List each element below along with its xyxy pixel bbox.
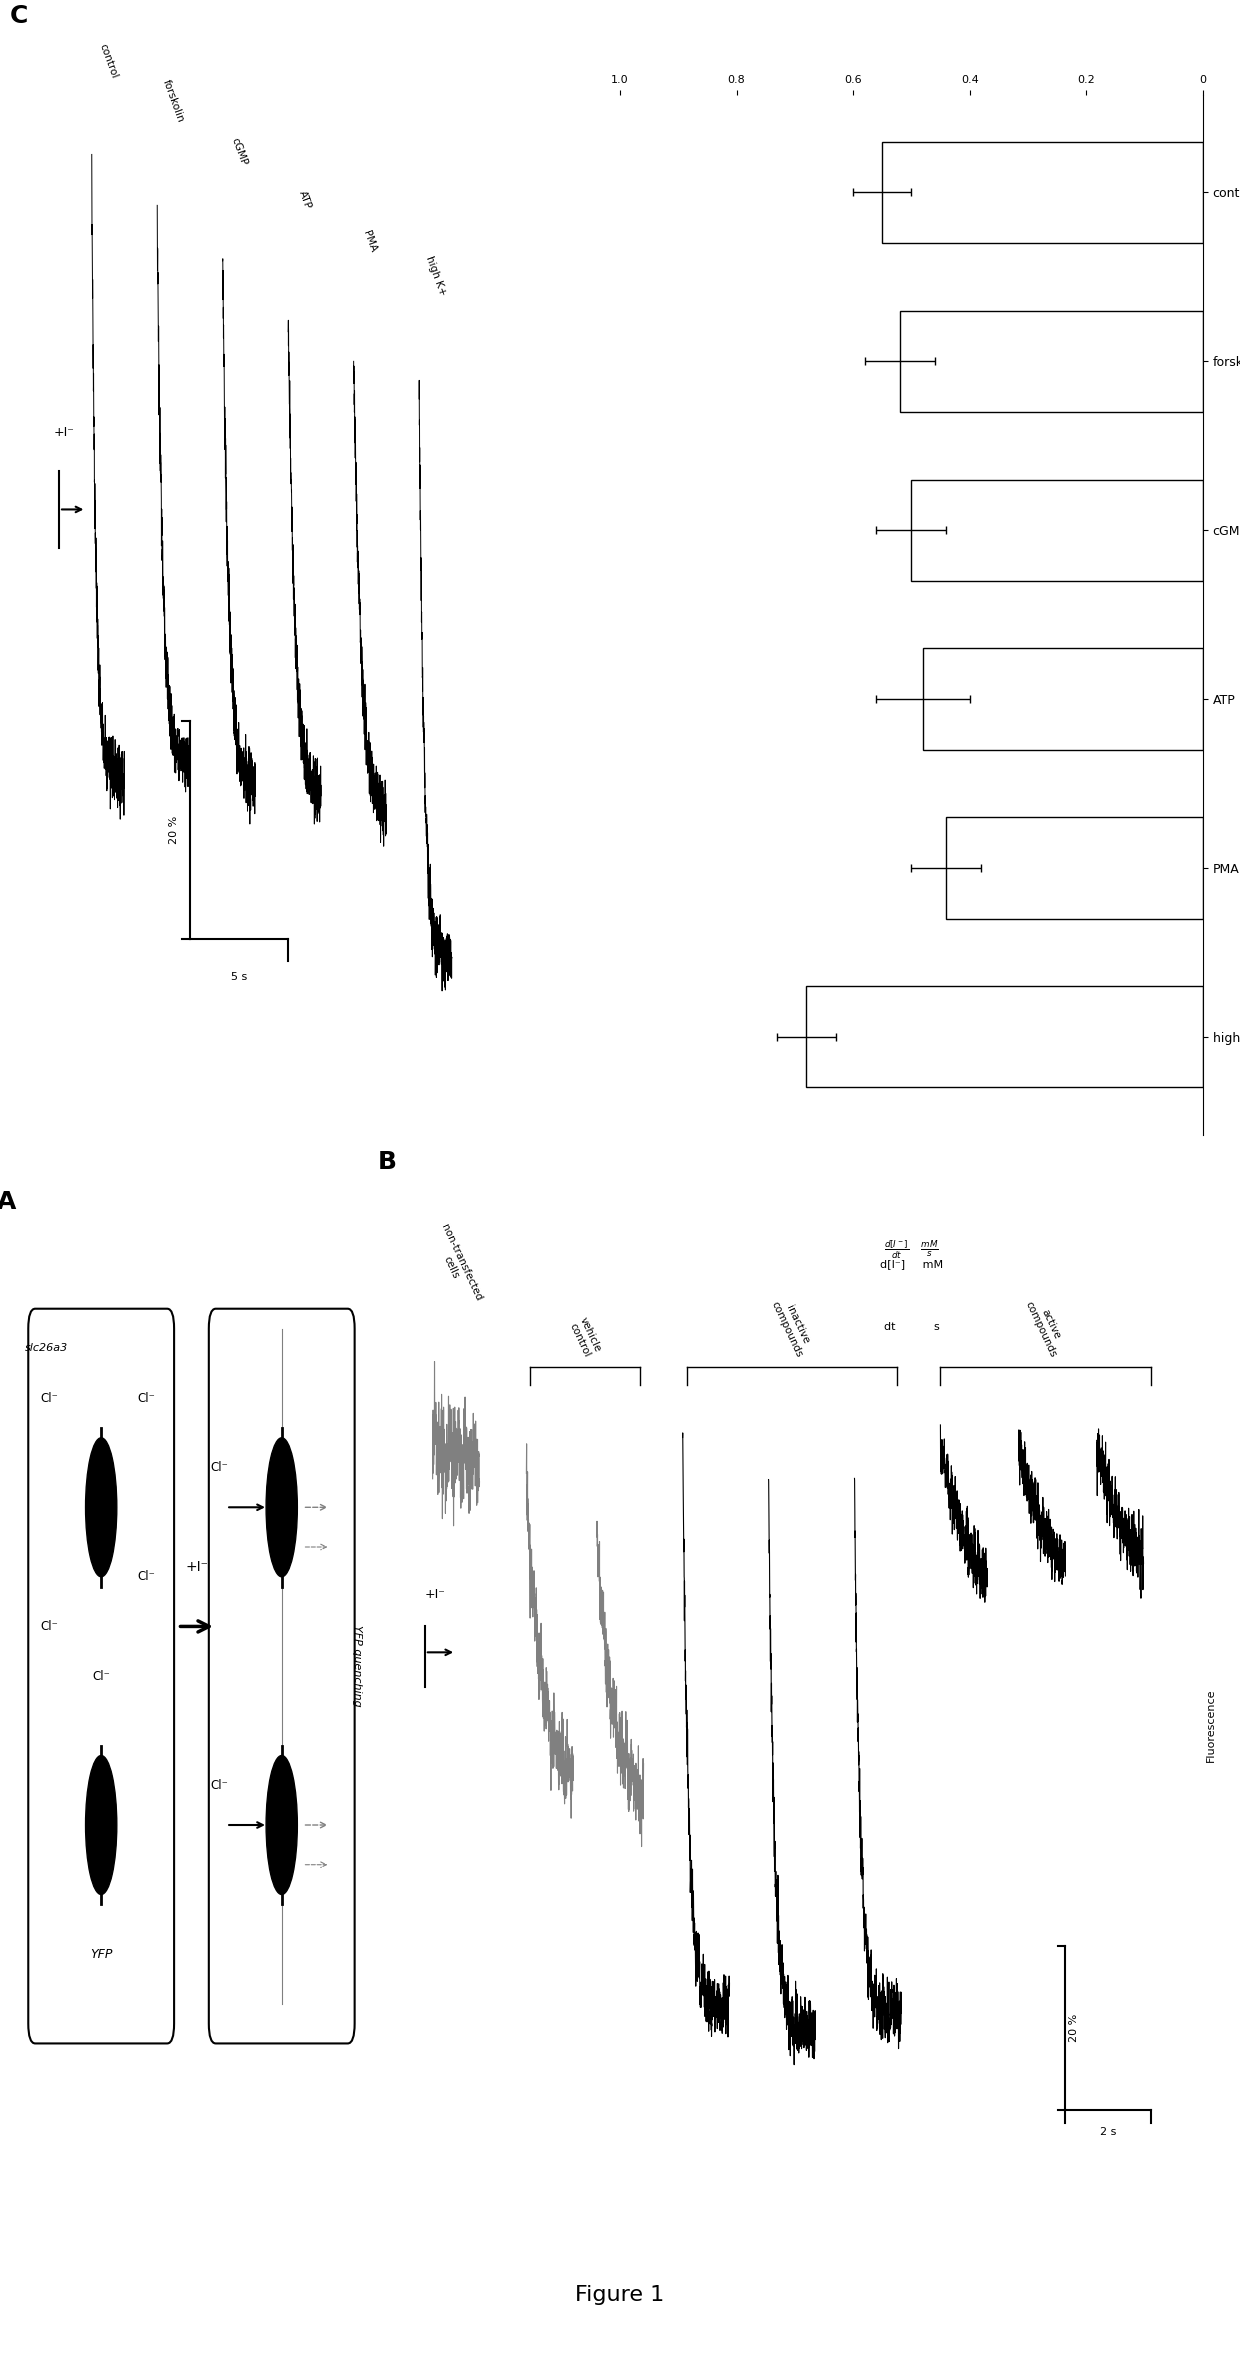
Text: PMA: PMA bbox=[362, 229, 378, 253]
FancyBboxPatch shape bbox=[29, 1310, 174, 2042]
Text: ATP: ATP bbox=[296, 189, 312, 210]
Text: d[I⁻]     mM: d[I⁻] mM bbox=[880, 1260, 942, 1269]
Text: inactive
compounds: inactive compounds bbox=[769, 1295, 815, 1359]
Bar bbox=[946, 818, 1203, 920]
Text: active
compounds: active compounds bbox=[1023, 1295, 1069, 1359]
Ellipse shape bbox=[86, 1437, 117, 1577]
Text: 20 %: 20 % bbox=[1069, 2014, 1079, 2042]
Text: +I⁻: +I⁻ bbox=[425, 1589, 445, 1600]
Bar bbox=[900, 310, 1203, 411]
Text: +I⁻: +I⁻ bbox=[55, 426, 74, 440]
Bar bbox=[883, 142, 1203, 243]
Text: Cl⁻: Cl⁻ bbox=[138, 1570, 155, 1584]
Text: C: C bbox=[10, 5, 29, 28]
Text: Cl⁻: Cl⁻ bbox=[92, 1669, 110, 1683]
Text: YFP quenching: YFP quenching bbox=[352, 1626, 362, 1707]
Text: Cl⁻: Cl⁻ bbox=[40, 1392, 58, 1404]
Text: 20 %: 20 % bbox=[169, 816, 179, 844]
Text: dt           s: dt s bbox=[884, 1321, 939, 1331]
Bar bbox=[923, 648, 1203, 749]
Text: 2 s: 2 s bbox=[1100, 2128, 1116, 2137]
Text: Figure 1: Figure 1 bbox=[575, 2286, 665, 2305]
Ellipse shape bbox=[267, 1756, 298, 1894]
Ellipse shape bbox=[86, 1756, 117, 1894]
Text: forskolin: forskolin bbox=[161, 78, 186, 123]
Text: $\frac{d[I^-]}{dt}$   $\frac{mM}{s}$: $\frac{d[I^-]}{dt}$ $\frac{mM}{s}$ bbox=[884, 1239, 939, 1262]
Text: 5 s: 5 s bbox=[231, 972, 247, 981]
FancyBboxPatch shape bbox=[208, 1310, 355, 2042]
Text: control: control bbox=[97, 43, 119, 80]
Bar bbox=[911, 480, 1203, 582]
Ellipse shape bbox=[267, 1437, 298, 1577]
Text: Cl⁻: Cl⁻ bbox=[211, 1778, 228, 1792]
Text: vehicle
control: vehicle control bbox=[568, 1317, 603, 1359]
Bar bbox=[806, 986, 1203, 1087]
Text: Fluorescence: Fluorescence bbox=[1207, 1688, 1216, 1764]
Text: A: A bbox=[0, 1189, 16, 1213]
Text: high K+: high K+ bbox=[424, 255, 448, 298]
Text: YFP: YFP bbox=[91, 1948, 113, 1960]
Text: +I⁻: +I⁻ bbox=[185, 1560, 208, 1574]
Text: cGMP: cGMP bbox=[229, 137, 249, 168]
Text: slc26a3: slc26a3 bbox=[25, 1343, 68, 1355]
Text: Cl⁻: Cl⁻ bbox=[40, 1619, 58, 1634]
Text: B: B bbox=[378, 1149, 397, 1175]
Text: Cl⁻: Cl⁻ bbox=[138, 1392, 155, 1404]
Text: Cl⁻: Cl⁻ bbox=[211, 1461, 228, 1475]
Text: non-transfected
cells: non-transfected cells bbox=[429, 1222, 484, 1307]
